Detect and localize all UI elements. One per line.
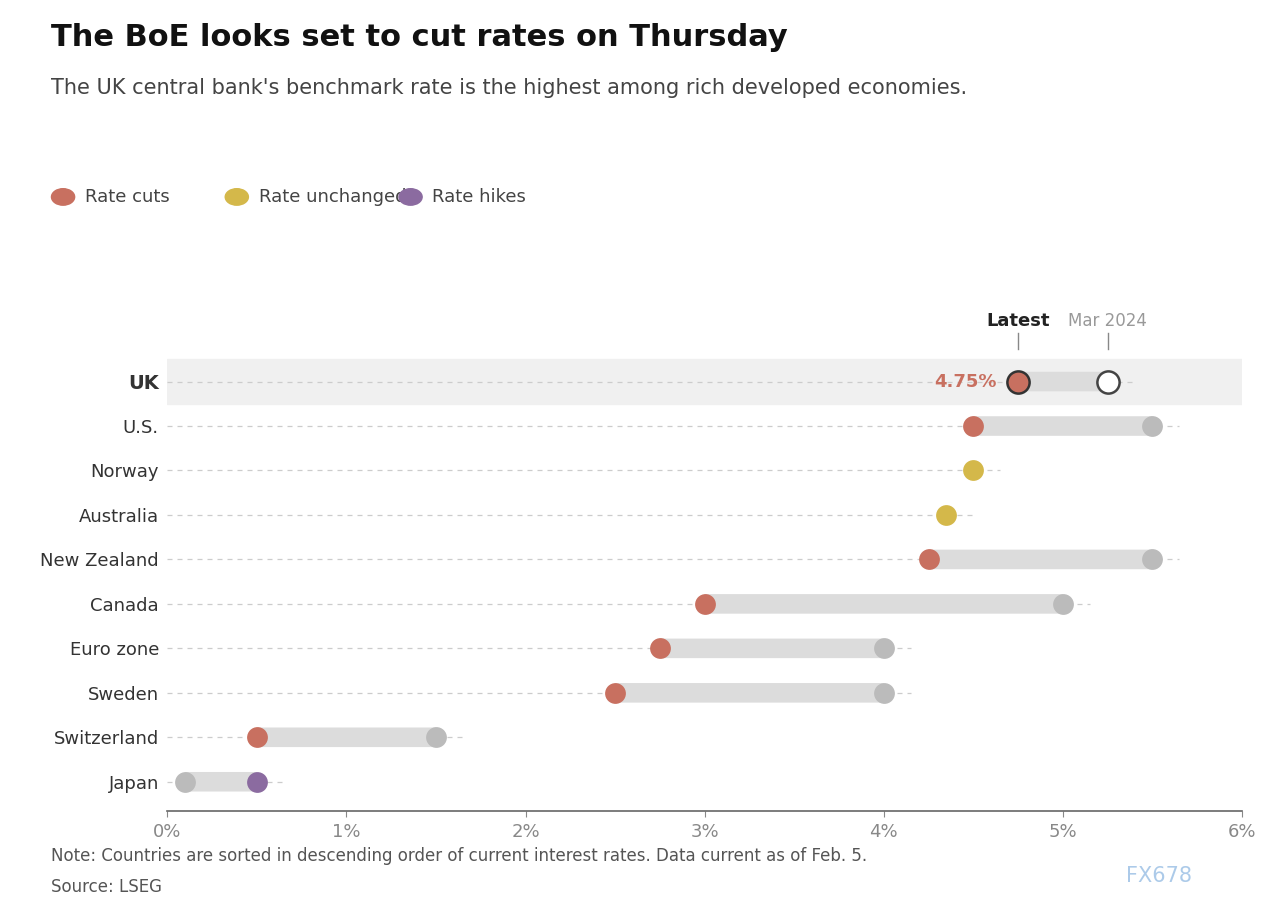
Text: Rate hikes: Rate hikes bbox=[432, 188, 526, 206]
Point bbox=[247, 730, 268, 745]
Point bbox=[936, 507, 956, 522]
Point bbox=[1008, 375, 1028, 389]
Point bbox=[175, 774, 196, 789]
Point bbox=[1098, 375, 1118, 389]
FancyBboxPatch shape bbox=[615, 683, 884, 703]
FancyBboxPatch shape bbox=[705, 594, 1063, 614]
FancyBboxPatch shape bbox=[660, 638, 884, 658]
Text: Note: Countries are sorted in descending order of current interest rates. Data c: Note: Countries are sorted in descending… bbox=[51, 847, 867, 866]
Point bbox=[874, 685, 894, 700]
Point bbox=[918, 552, 938, 567]
Point bbox=[874, 641, 894, 656]
Point bbox=[1142, 419, 1162, 433]
Point bbox=[963, 463, 983, 478]
FancyBboxPatch shape bbox=[185, 772, 257, 791]
Point bbox=[695, 596, 716, 611]
FancyBboxPatch shape bbox=[1018, 372, 1108, 391]
Point bbox=[426, 730, 447, 745]
Point bbox=[247, 774, 268, 789]
Text: Rate unchanged: Rate unchanged bbox=[259, 188, 407, 206]
Text: Source: LSEG: Source: LSEG bbox=[51, 878, 162, 896]
Text: Latest: Latest bbox=[986, 311, 1050, 330]
Point bbox=[605, 685, 625, 700]
FancyBboxPatch shape bbox=[928, 550, 1152, 569]
FancyBboxPatch shape bbox=[257, 727, 436, 747]
FancyBboxPatch shape bbox=[973, 416, 1152, 436]
Point bbox=[1142, 552, 1162, 567]
Text: FX678: FX678 bbox=[1126, 866, 1192, 886]
Text: Mar 2024: Mar 2024 bbox=[1068, 311, 1147, 330]
Text: 4.75%: 4.75% bbox=[934, 373, 996, 390]
Text: Rate cuts: Rate cuts bbox=[85, 188, 170, 206]
Point bbox=[1053, 596, 1073, 611]
Bar bbox=[167, 359, 1242, 404]
Point bbox=[650, 641, 671, 656]
Point bbox=[963, 419, 983, 433]
Text: The BoE looks set to cut rates on Thursday: The BoE looks set to cut rates on Thursd… bbox=[51, 23, 788, 52]
Text: The UK central bank's benchmark rate is the highest among rich developed economi: The UK central bank's benchmark rate is … bbox=[51, 78, 968, 98]
